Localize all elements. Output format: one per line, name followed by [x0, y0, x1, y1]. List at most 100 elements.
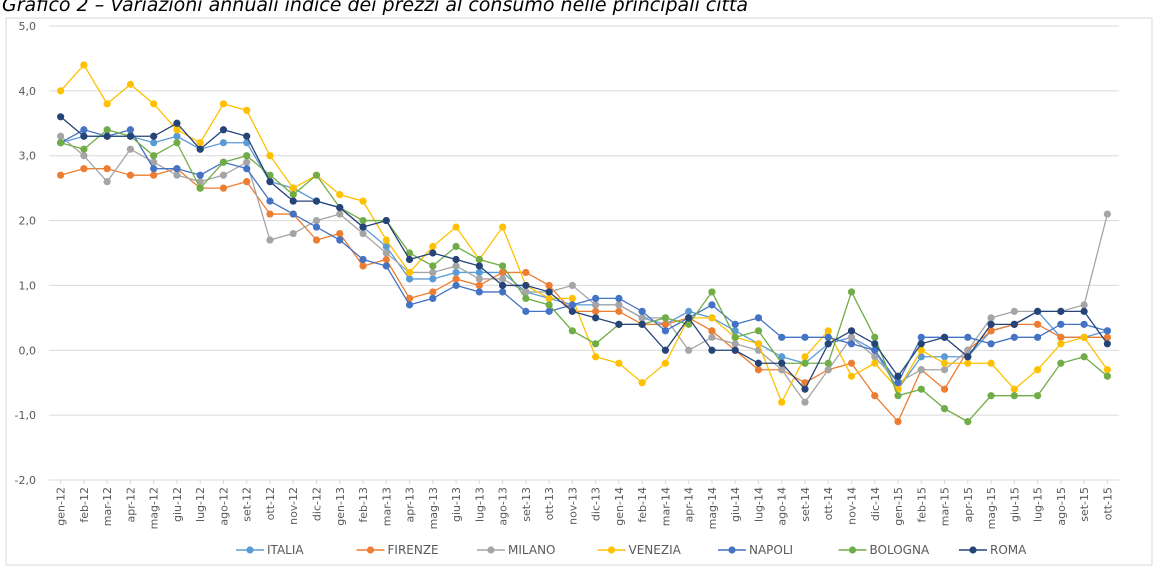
x-tick-label: feb-15 — [915, 487, 928, 523]
data-point — [1080, 320, 1088, 328]
data-point — [219, 171, 228, 179]
data-point — [987, 340, 995, 348]
data-point — [336, 229, 344, 238]
data-point — [173, 165, 181, 173]
data-point — [917, 366, 925, 374]
data-point — [312, 236, 321, 244]
data-point — [1080, 333, 1088, 341]
data-point — [940, 353, 949, 361]
x-tick-label: set-12 — [241, 487, 254, 522]
data-point — [243, 178, 251, 186]
x-tick-label: mag-12 — [148, 487, 161, 529]
y-tick-label: -2,0 — [15, 474, 36, 487]
series-line — [60, 135, 1108, 404]
data-point — [498, 275, 507, 283]
data-point — [778, 353, 786, 361]
data-point — [568, 281, 576, 290]
data-point — [243, 106, 251, 114]
chart-frame — [5, 17, 1153, 566]
data-point — [545, 301, 553, 309]
data-point — [452, 255, 460, 264]
data-point — [871, 392, 879, 400]
data-point — [661, 314, 670, 322]
y-tick-label: 4,0 — [19, 85, 37, 98]
data-point — [475, 262, 483, 270]
data-point — [987, 392, 995, 400]
data-point — [196, 139, 204, 147]
data-point — [940, 333, 949, 341]
data-point — [243, 158, 251, 166]
data-point — [824, 366, 832, 374]
data-point — [126, 171, 135, 179]
data-point — [917, 346, 925, 354]
data-point — [429, 249, 437, 257]
data-point — [80, 152, 88, 160]
x-tick-label: apr-14 — [683, 487, 696, 523]
data-point — [498, 223, 507, 231]
data-point — [452, 268, 460, 277]
data-point — [498, 262, 507, 270]
x-tick-label: dic-13 — [590, 487, 603, 521]
data-point — [57, 87, 65, 95]
data-point — [568, 301, 576, 309]
legend-marker — [246, 546, 254, 554]
x-tick-label: ago-14 — [776, 487, 789, 526]
x-tick-label: dic-14 — [869, 487, 882, 521]
data-point — [1103, 366, 1111, 374]
y-tick-label: 0,0 — [19, 344, 37, 357]
data-point — [615, 320, 623, 328]
data-point — [894, 372, 902, 380]
data-point — [964, 418, 972, 426]
data-point — [522, 281, 530, 290]
data-point — [685, 320, 693, 328]
data-point — [57, 139, 65, 147]
data-point — [126, 80, 135, 88]
data-point — [103, 178, 111, 186]
x-tick-label: nov-14 — [846, 487, 859, 525]
legend-marker — [366, 546, 375, 554]
data-point — [452, 242, 460, 251]
data-point — [940, 359, 949, 367]
data-point — [429, 242, 437, 251]
data-point — [871, 333, 879, 341]
x-tick-label: nov-13 — [566, 487, 579, 525]
data-point — [452, 223, 460, 231]
data-point — [336, 191, 344, 199]
series-line — [60, 135, 1108, 391]
data-point — [1010, 392, 1018, 400]
data-point — [568, 307, 576, 315]
data-point — [1010, 333, 1018, 341]
x-tick-label: giu-12 — [171, 487, 184, 522]
x-tick-label: ott-15 — [1101, 487, 1114, 520]
data-point — [708, 327, 716, 335]
legend-label: NAPOLI — [749, 543, 793, 557]
data-point — [150, 132, 158, 140]
data-point — [382, 255, 390, 264]
data-point — [80, 132, 88, 140]
data-point — [475, 275, 483, 283]
data-point — [1033, 320, 1042, 328]
data-point — [778, 359, 786, 367]
data-point — [1103, 333, 1111, 341]
data-point — [754, 359, 763, 367]
data-point — [475, 268, 483, 277]
data-point — [173, 139, 181, 147]
data-point — [638, 307, 646, 315]
x-tick-label: feb-14 — [636, 487, 649, 523]
data-point — [754, 340, 763, 348]
data-point — [243, 165, 251, 173]
data-point — [615, 359, 623, 367]
data-point — [103, 165, 111, 173]
data-point — [126, 132, 135, 140]
legend-label: BOLOGNA — [870, 543, 930, 557]
data-point — [173, 132, 181, 140]
data-point — [289, 191, 297, 199]
data-point — [1103, 327, 1111, 335]
data-point — [801, 385, 809, 393]
data-point — [871, 340, 879, 348]
data-point — [592, 314, 600, 322]
data-point — [615, 307, 623, 315]
x-tick-label: apr-13 — [404, 487, 417, 523]
data-point — [103, 132, 111, 140]
